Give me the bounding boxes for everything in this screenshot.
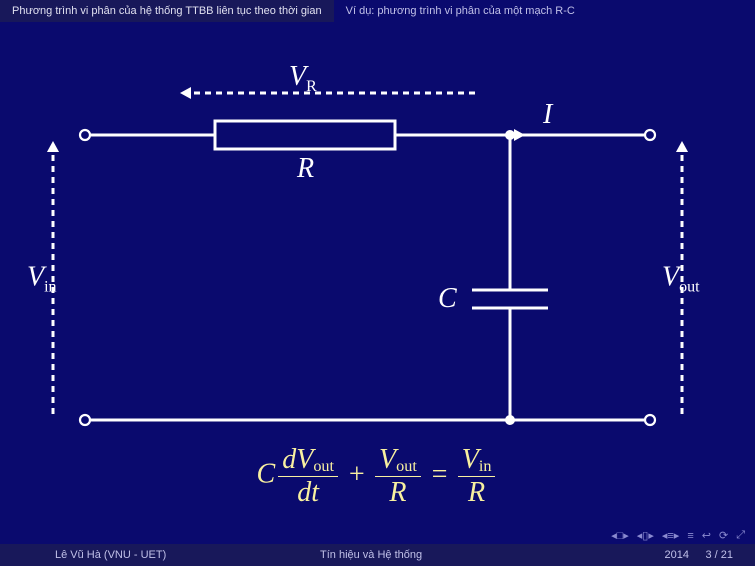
nav-icon[interactable]: ◂□▸ xyxy=(611,529,629,542)
equation: C dVout dt + Vout R = Vin R xyxy=(0,445,755,507)
nav-icon[interactable]: ⟳ xyxy=(719,529,728,542)
footer-bar: Lê Vũ Hà (VNU - UET) Tín hiệu và Hệ thốn… xyxy=(0,544,755,566)
slide: Phương trình vi phân của hệ thống TTBB l… xyxy=(0,0,755,566)
tab-bar: Phương trình vi phân của hệ thống TTBB l… xyxy=(0,0,755,22)
nav-icon[interactable]: ≡ xyxy=(687,530,693,542)
fraction-Vin-R: Vin R xyxy=(458,445,496,507)
fraction-Vout-R: Vout R xyxy=(375,445,421,507)
footer-author: Lê Vũ Hà (VNU - UET) xyxy=(55,549,166,561)
svg-text:I: I xyxy=(542,99,554,130)
nav-icon[interactable]: ↩ xyxy=(702,529,711,542)
fraction-dVout-dt: dVout dt xyxy=(278,445,338,507)
svg-text:C: C xyxy=(438,283,457,314)
circuit-diagram: VRRICVinVout xyxy=(0,40,755,440)
svg-text:VR: VR xyxy=(289,61,317,95)
nav-icon[interactable]: ◂≡▸ xyxy=(662,529,679,542)
footer-title: Tín hiệu và Hệ thống xyxy=(320,549,422,561)
equals-sign: = xyxy=(424,459,455,490)
footer-year: 2014 xyxy=(665,549,689,561)
tab-subsection[interactable]: Ví dụ: phương trình vi phân của một mạch… xyxy=(334,0,587,22)
nav-icon[interactable]: ◂▯▸ xyxy=(637,529,654,542)
plus-sign: + xyxy=(341,459,372,490)
tab-section[interactable]: Phương trình vi phân của hệ thống TTBB l… xyxy=(0,0,334,22)
footer-page: 3 / 21 xyxy=(705,549,733,561)
equation-C: C xyxy=(257,459,276,490)
svg-text:R: R xyxy=(296,153,314,184)
beamer-nav-icons: ◂□▸ ◂▯▸ ◂≡▸ ≡ ↩ ⟳ ⤢ xyxy=(611,529,745,542)
nav-icon[interactable]: ⤢ xyxy=(736,529,745,542)
